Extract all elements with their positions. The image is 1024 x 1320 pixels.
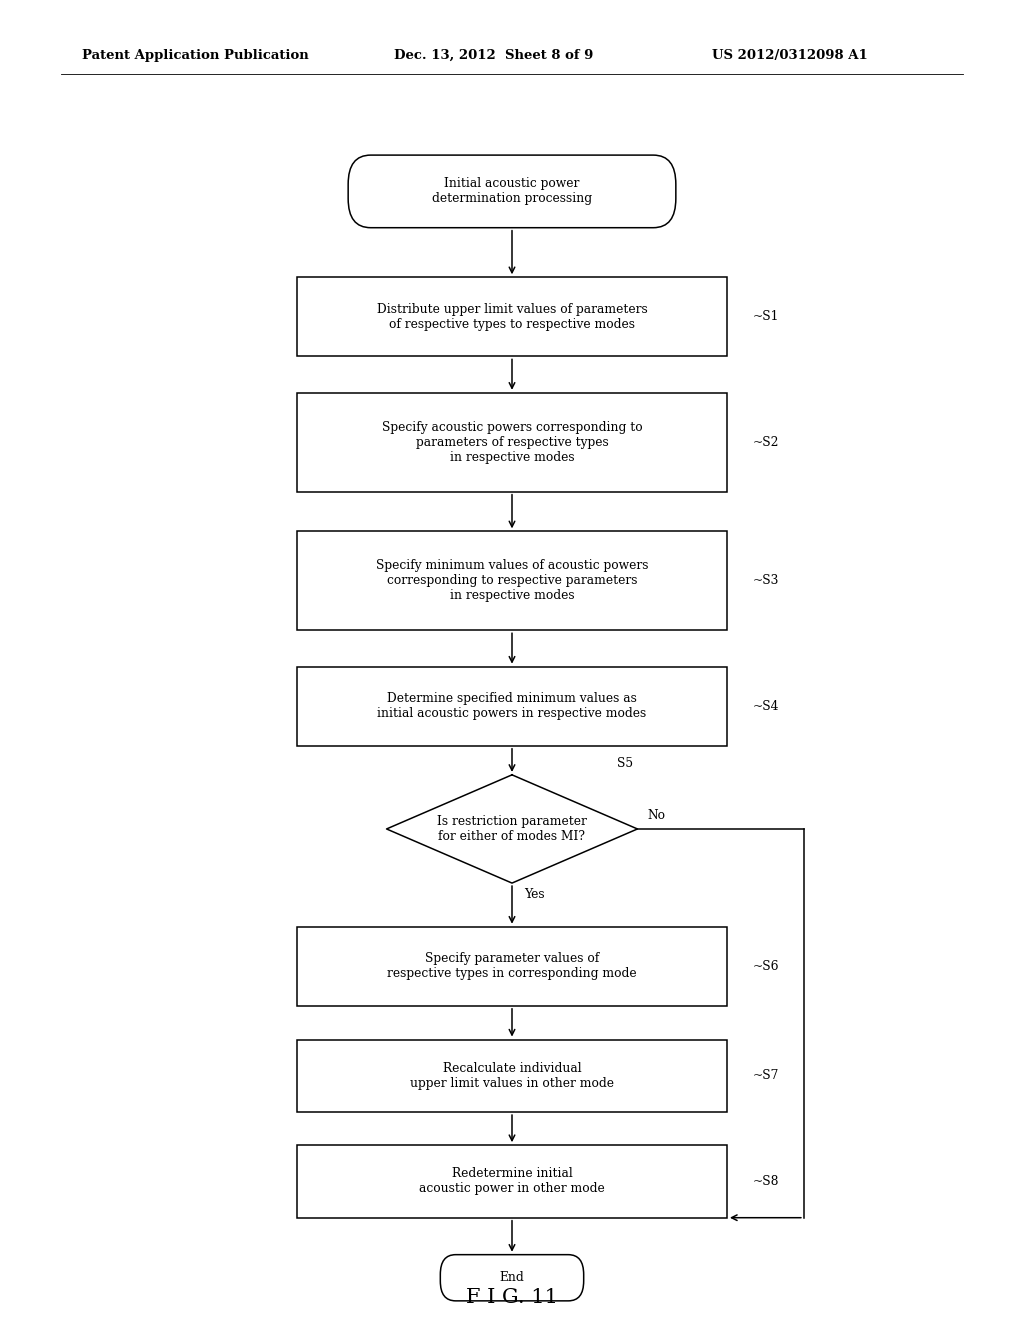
Text: ~S4: ~S4	[753, 700, 779, 713]
Text: S5: S5	[616, 756, 633, 770]
Text: Specify minimum values of acoustic powers
corresponding to respective parameters: Specify minimum values of acoustic power…	[376, 560, 648, 602]
Text: Patent Application Publication: Patent Application Publication	[82, 49, 308, 62]
Text: Dec. 13, 2012  Sheet 8 of 9: Dec. 13, 2012 Sheet 8 of 9	[394, 49, 594, 62]
Text: Redetermine initial
acoustic power in other mode: Redetermine initial acoustic power in ot…	[419, 1167, 605, 1196]
Text: Distribute upper limit values of parameters
of respective types to respective mo: Distribute upper limit values of paramet…	[377, 302, 647, 331]
Text: Is restriction parameter
for either of modes MI?: Is restriction parameter for either of m…	[437, 814, 587, 843]
FancyBboxPatch shape	[440, 1254, 584, 1302]
Text: Yes: Yes	[524, 888, 545, 902]
Text: ~S2: ~S2	[753, 436, 779, 449]
FancyBboxPatch shape	[297, 531, 727, 630]
Polygon shape	[387, 775, 637, 883]
FancyBboxPatch shape	[297, 393, 727, 491]
FancyBboxPatch shape	[348, 154, 676, 227]
FancyBboxPatch shape	[297, 667, 727, 746]
Text: Specify acoustic powers corresponding to
parameters of respective types
in respe: Specify acoustic powers corresponding to…	[382, 421, 642, 463]
Text: US 2012/0312098 A1: US 2012/0312098 A1	[712, 49, 867, 62]
Text: ~S8: ~S8	[753, 1175, 779, 1188]
Text: ~S6: ~S6	[753, 960, 779, 973]
Text: Recalculate individual
upper limit values in other mode: Recalculate individual upper limit value…	[410, 1061, 614, 1090]
Text: Determine specified minimum values as
initial acoustic powers in respective mode: Determine specified minimum values as in…	[378, 692, 646, 721]
FancyBboxPatch shape	[297, 1144, 727, 1217]
FancyBboxPatch shape	[297, 277, 727, 356]
Text: F I G. 11: F I G. 11	[466, 1288, 558, 1307]
Text: ~S1: ~S1	[753, 310, 779, 323]
Text: ~S7: ~S7	[753, 1069, 779, 1082]
Text: No: No	[648, 809, 666, 822]
Text: End: End	[500, 1271, 524, 1284]
Text: ~S3: ~S3	[753, 574, 779, 587]
Text: Specify parameter values of
respective types in corresponding mode: Specify parameter values of respective t…	[387, 952, 637, 981]
FancyBboxPatch shape	[297, 927, 727, 1006]
FancyBboxPatch shape	[297, 1040, 727, 1111]
Text: Initial acoustic power
determination processing: Initial acoustic power determination pro…	[432, 177, 592, 206]
